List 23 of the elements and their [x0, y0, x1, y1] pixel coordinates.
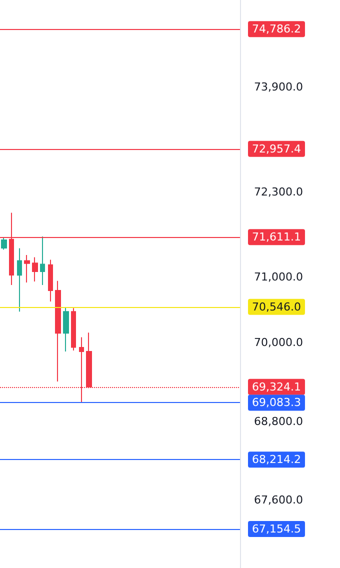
y-tick-label: 68,800.0: [254, 414, 303, 428]
candlestick: [1, 237, 7, 250]
ref-line-label: 67,154.5: [252, 522, 301, 536]
candlestick: [40, 236, 45, 286]
y-tick-label: 70,000.0: [254, 336, 303, 350]
ref-line-label: 71,611.1: [252, 230, 301, 244]
candlestick: [71, 308, 76, 351]
candlestick: [55, 280, 61, 382]
ref-line-label: 74,786.2: [252, 22, 301, 36]
candlestick: [63, 306, 69, 352]
ref-line-label: 72,957.4: [252, 142, 301, 156]
ref-line-label: 68,214.2: [252, 453, 301, 466]
ref-line-label: 70,546.0: [252, 300, 301, 314]
y-tick-label: 72,300.0: [254, 185, 303, 198]
candlestick: [17, 248, 22, 312]
ref-line-label: 69,083.3: [252, 396, 301, 410]
y-tick-label: 73,900.0: [254, 80, 303, 94]
candlestick: [48, 259, 53, 302]
y-tick-label: 67,600.0: [254, 493, 303, 506]
candlestick: [24, 254, 30, 284]
ref-line-label: 69,324.1: [252, 380, 301, 394]
y-tick-label: 71,000.0: [254, 270, 303, 284]
candlestick: [32, 256, 38, 282]
